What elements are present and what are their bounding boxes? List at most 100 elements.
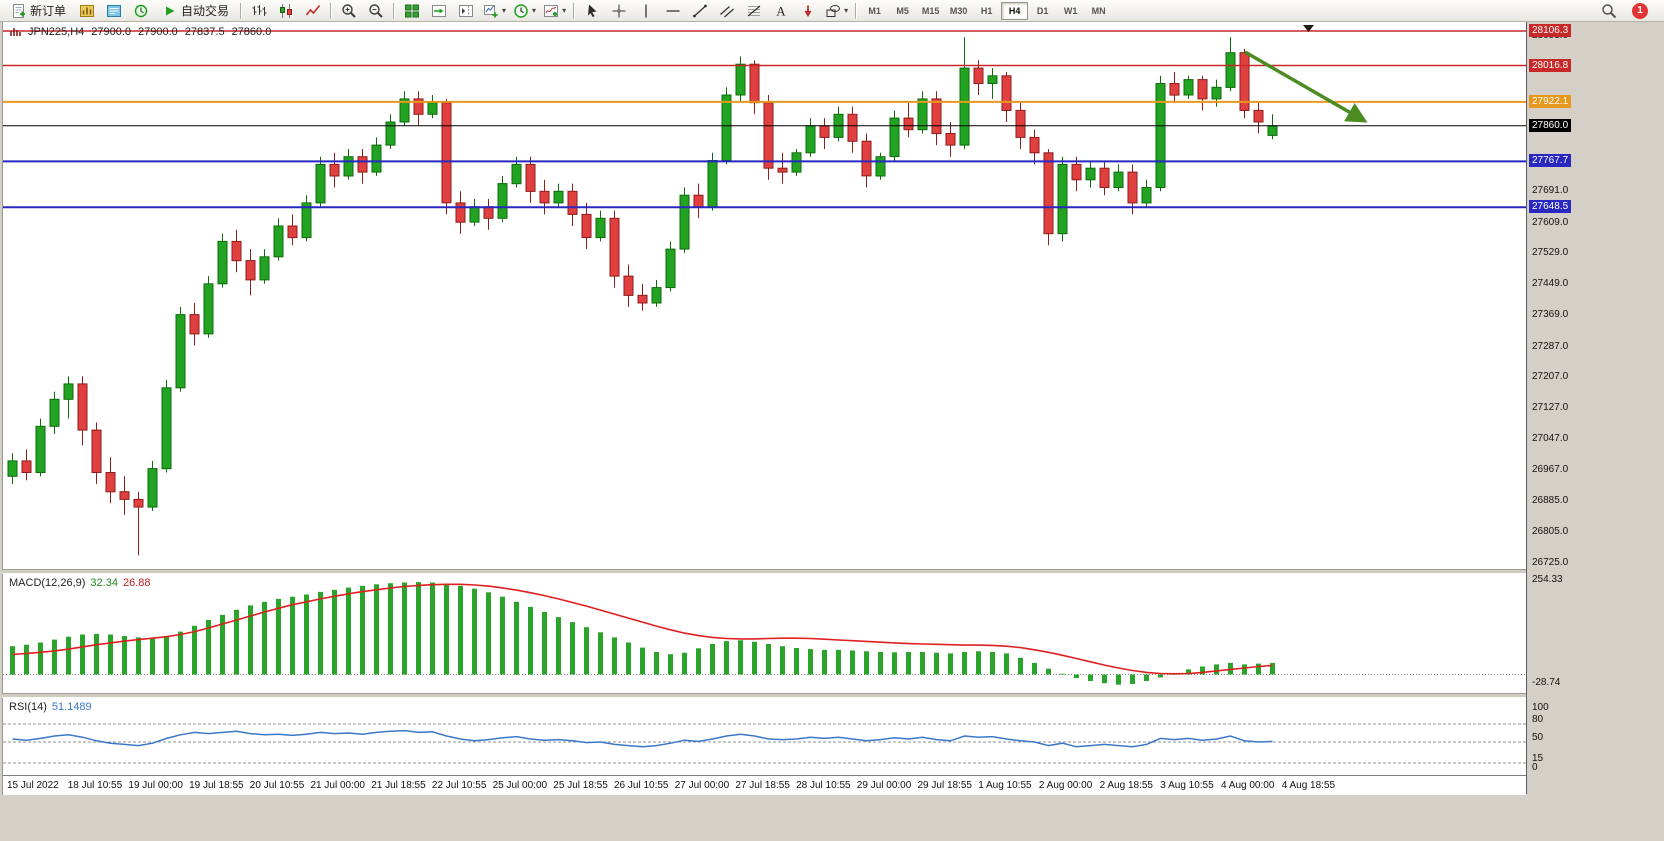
timeframe-mn-button[interactable]: MN [1091, 5, 1106, 16]
market-watch-icon [134, 4, 148, 17]
arrows-icon [804, 5, 812, 17]
shapes-button[interactable]: ▾ [822, 1, 851, 21]
time-axis-label: 19 Jul 18:55 [189, 780, 244, 791]
bar-chart-button[interactable] [246, 1, 272, 21]
rsi-line [12, 729, 1273, 748]
autotrading-button[interactable]: 自动交易 [155, 1, 236, 21]
trendline-icon [693, 4, 707, 17]
crosshair-button[interactable] [606, 1, 632, 21]
auto-scroll-button[interactable] [426, 1, 452, 21]
rsi-axis-label: 100 [1532, 702, 1549, 713]
time-axis-label: 27 Jul 00:00 [674, 780, 730, 791]
zoom-in-button[interactable] [336, 1, 362, 21]
search-icon [1602, 3, 1617, 18]
new-order-button-label: 新订单 [30, 4, 67, 18]
clock-button[interactable]: ▾ [510, 1, 539, 21]
notification-badge[interactable]: 1 [1632, 2, 1648, 19]
timeframe-m30-button[interactable]: M30 [949, 5, 968, 16]
price-axis-label: 27609.0 [1532, 216, 1569, 228]
fibonacci-button[interactable] [741, 1, 767, 21]
rsi-axis-label: 0 [1532, 762, 1538, 773]
toolbar-separator [393, 2, 396, 19]
macd-signal-value: 26.88 [122, 577, 151, 589]
market-watch-button[interactable] [128, 1, 154, 21]
line-chart-button[interactable] [300, 1, 326, 21]
equidistant-channel-button[interactable] [714, 1, 740, 21]
time-axis-label: 21 Jul 00:00 [310, 780, 366, 791]
text-button[interactable]: A [768, 1, 794, 21]
autotrading-button-label: 自动交易 [181, 4, 230, 18]
trend-arrow-annotation[interactable] [1244, 50, 1368, 123]
time-axis-label: 28 Jul 10:55 [796, 780, 851, 791]
time-axis[interactable]: 15 Jul 2022 18 Jul 10:55 19 Jul 00:00 19 Ju… [2, 775, 1526, 795]
price-axis-label: 27369.0 [1532, 309, 1569, 320]
tile-windows-button[interactable] [399, 1, 425, 21]
main-chart-panel[interactable]: JPN225,H4 27900.0 27900.0 27837.5 27860.… [2, 22, 1527, 569]
zoom-out-button[interactable] [363, 1, 389, 21]
chart-shift-button[interactable] [453, 1, 479, 21]
new-order-button[interactable]: 新订单 [4, 1, 73, 21]
timeframe-d1-button[interactable]: D1 [1036, 5, 1049, 16]
macd-panel[interactable]: MACD(12,26,9) 32.34 26.88 [2, 574, 1527, 693]
main-chart[interactable] [3, 22, 1527, 569]
tile-windows-icon [405, 4, 420, 17]
rsi-panel[interactable]: RSI(14) 51.1489 [2, 698, 1527, 775]
panel-splitter[interactable] [2, 693, 1526, 698]
profiles-button[interactable] [101, 1, 127, 21]
time-axis-label: 15 Jul 2022 [7, 780, 59, 791]
price-axis-label: 27449.0 [1532, 278, 1569, 290]
horizontal-line-icon [666, 9, 680, 12]
toolbar-right-group: 1 [1596, 1, 1660, 21]
timeframe-m1-button[interactable]: M1 [868, 5, 881, 16]
cursor-icon [588, 4, 597, 17]
time-axis-label: 2 Aug 00:00 [1038, 780, 1093, 791]
price-axis[interactable]: 28093.027691.027609.027529.027449.027369… [1526, 22, 1664, 794]
time-axis-label: 1 Aug 10:55 [978, 780, 1032, 791]
new-chart-icon [484, 4, 498, 17]
trendline-button[interactable] [687, 1, 713, 21]
cursor-button[interactable] [579, 1, 605, 21]
panel-splitter[interactable] [2, 569, 1526, 574]
timeframe-m15-button[interactable]: M15 [921, 5, 940, 16]
price-level-chip: 28016.8 [1529, 58, 1572, 72]
dropdown-caret-icon: ▾ [532, 6, 537, 15]
chart-window-button[interactable] [74, 1, 100, 21]
indicators-button[interactable]: ▾ [540, 1, 569, 21]
arrows-button[interactable] [795, 1, 821, 21]
rsi-axis-label: 80 [1532, 714, 1544, 725]
time-axis-label: 4 Aug 18:55 [1281, 780, 1336, 791]
vertical-line-button[interactable] [633, 1, 659, 21]
new-chart-button[interactable]: ▾ [480, 1, 509, 21]
timeframe-m5-button[interactable]: M5 [896, 5, 909, 16]
price-axis-label: 26805.0 [1532, 526, 1569, 538]
time-axis-label: 2 Aug 18:55 [1099, 780, 1153, 791]
auto-scroll-icon [432, 4, 447, 17]
price-axis-label: 27691.0 [1532, 184, 1569, 196]
time-axis-label: 25 Jul 00:00 [492, 780, 548, 791]
candlestick-chart-icon [280, 3, 293, 18]
low-value: 27837.5 [184, 26, 225, 38]
price-axis-label: 27207.0 [1532, 371, 1569, 383]
horizontal-line-button[interactable] [660, 1, 686, 21]
price-level-chip: 27860.0 [1529, 118, 1572, 132]
timeframe-h1-button[interactable]: H1 [980, 5, 993, 16]
timeframe-w1-button[interactable]: W1 [1063, 5, 1078, 16]
close-value: 27860.0 [231, 26, 272, 38]
price-axis-label: 27287.0 [1532, 340, 1569, 352]
macd-axis-min: -28.74 [1532, 677, 1561, 688]
time-axis-label: 22 Jul 10:55 [431, 780, 487, 791]
chart-workspace: JPN225,H4 27900.0 27900.0 27837.5 27860.… [0, 22, 1664, 841]
time-axis-label: 20 Jul 10:55 [249, 780, 305, 791]
shapes-icon [826, 4, 841, 17]
search-button[interactable] [1596, 1, 1622, 21]
chart-column: JPN225,H4 27900.0 27900.0 27837.5 27860.… [2, 22, 1527, 795]
macd-chart[interactable] [3, 574, 1527, 693]
timeframe-h4-button[interactable]: H4 [1001, 1, 1029, 20]
chart-shift-marker[interactable] [1303, 25, 1314, 32]
time-axis-label: 3 Aug 10:55 [1160, 780, 1214, 791]
time-axis-label: 4 Aug 00:00 [1221, 780, 1275, 791]
profiles-icon [107, 4, 122, 17]
rsi-chart[interactable] [3, 698, 1527, 775]
bar-chart-icon [252, 4, 267, 16]
candlestick-chart-button[interactable] [273, 1, 299, 21]
